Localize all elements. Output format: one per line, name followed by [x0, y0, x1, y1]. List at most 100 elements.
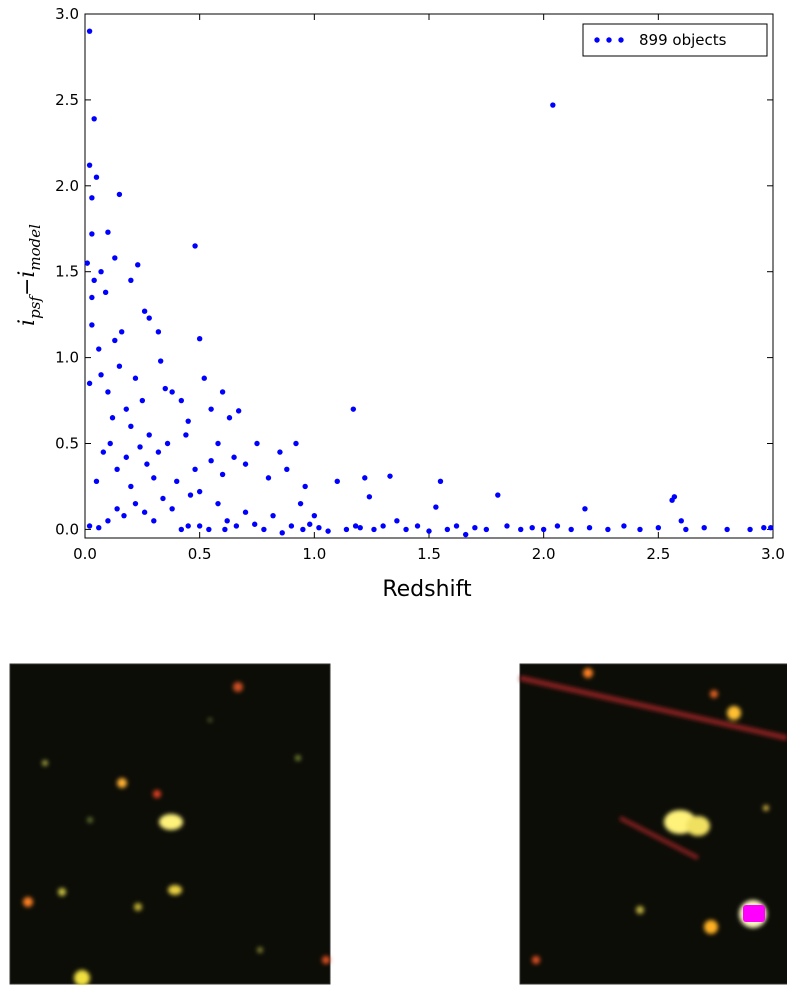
- point: [586, 524, 593, 531]
- point: [334, 478, 340, 485]
- point: [123, 406, 129, 412]
- point: [655, 524, 662, 531]
- point: [187, 492, 194, 498]
- point: [206, 526, 212, 533]
- y-label-part: model: [26, 224, 44, 271]
- y-tick-label: 0.5: [55, 435, 79, 453]
- point: [141, 509, 148, 515]
- point: [300, 526, 306, 533]
- point: [141, 308, 148, 314]
- point: [114, 506, 120, 512]
- point: [169, 389, 175, 395]
- point: [93, 478, 100, 485]
- legend-marker: [594, 37, 600, 43]
- point: [100, 449, 107, 455]
- y-label-part: −: [15, 278, 40, 296]
- point: [252, 521, 258, 527]
- point: [433, 504, 439, 510]
- point: [231, 454, 237, 460]
- point: [93, 174, 100, 180]
- point: [307, 521, 313, 527]
- point: [151, 518, 157, 524]
- point: [357, 524, 363, 531]
- point: [235, 408, 242, 414]
- point: [325, 528, 331, 534]
- point: [128, 423, 134, 430]
- point: [96, 346, 102, 352]
- point: [582, 506, 588, 512]
- point: [91, 116, 97, 122]
- point: [146, 315, 152, 321]
- x-tick-label: 1.5: [417, 545, 441, 563]
- y-label-part: i: [15, 319, 40, 326]
- point: [185, 523, 191, 529]
- y-label-part: psf: [26, 294, 44, 319]
- x-tick-label: 0.0: [73, 545, 97, 563]
- point: [215, 440, 221, 447]
- point: [222, 526, 228, 533]
- point: [196, 488, 203, 495]
- x-tick-label: 2.5: [646, 545, 670, 563]
- y-tick-label: 1.0: [55, 349, 79, 367]
- point: [302, 483, 308, 490]
- point: [426, 528, 432, 534]
- point: [192, 466, 198, 472]
- point: [277, 449, 283, 455]
- y-tick-label: 1.5: [55, 263, 79, 281]
- point: [768, 524, 774, 531]
- point: [174, 478, 180, 485]
- chart: Redshift ipsf−imodel 0.00.51.01.52.02.53…: [15, 5, 785, 602]
- point: [761, 524, 767, 531]
- point: [86, 162, 93, 168]
- legend-marker: [618, 37, 624, 43]
- image-panels: [9, 663, 787, 985]
- point: [123, 454, 129, 460]
- point: [89, 294, 95, 301]
- point: [144, 461, 150, 467]
- point: [678, 518, 684, 524]
- point: [554, 523, 561, 529]
- point: [261, 526, 267, 533]
- legend-box: [582, 23, 768, 57]
- point: [380, 523, 386, 529]
- point: [109, 415, 116, 421]
- point: [637, 526, 643, 533]
- point: [242, 461, 249, 467]
- mask-marker: [743, 905, 765, 922]
- point: [162, 385, 168, 392]
- point: [135, 262, 141, 268]
- point: [254, 440, 260, 447]
- point: [102, 289, 109, 296]
- point: [233, 523, 240, 529]
- point: [96, 524, 102, 531]
- point: [504, 523, 510, 529]
- point: [128, 483, 134, 490]
- point: [89, 322, 95, 328]
- point: [118, 329, 125, 335]
- point: [164, 440, 171, 447]
- point: [219, 471, 226, 478]
- point: [105, 389, 111, 395]
- point: [169, 506, 175, 512]
- y-tick-label: 3.0: [55, 5, 79, 23]
- x-tick-label: 0.5: [188, 545, 212, 563]
- point: [155, 329, 162, 335]
- point: [155, 449, 162, 455]
- point: [208, 457, 214, 464]
- y-axis-label: ipsf−imodel: [15, 224, 44, 326]
- point: [311, 512, 318, 519]
- point: [366, 494, 373, 500]
- point: [518, 526, 524, 533]
- point: [495, 492, 501, 498]
- point: [265, 475, 272, 481]
- point: [107, 440, 113, 447]
- point: [114, 466, 120, 472]
- point: [183, 432, 189, 438]
- point: [224, 518, 230, 524]
- stars-left: [23, 682, 330, 985]
- point: [137, 444, 143, 450]
- point: [568, 526, 574, 533]
- point: [121, 512, 127, 519]
- point: [160, 495, 166, 502]
